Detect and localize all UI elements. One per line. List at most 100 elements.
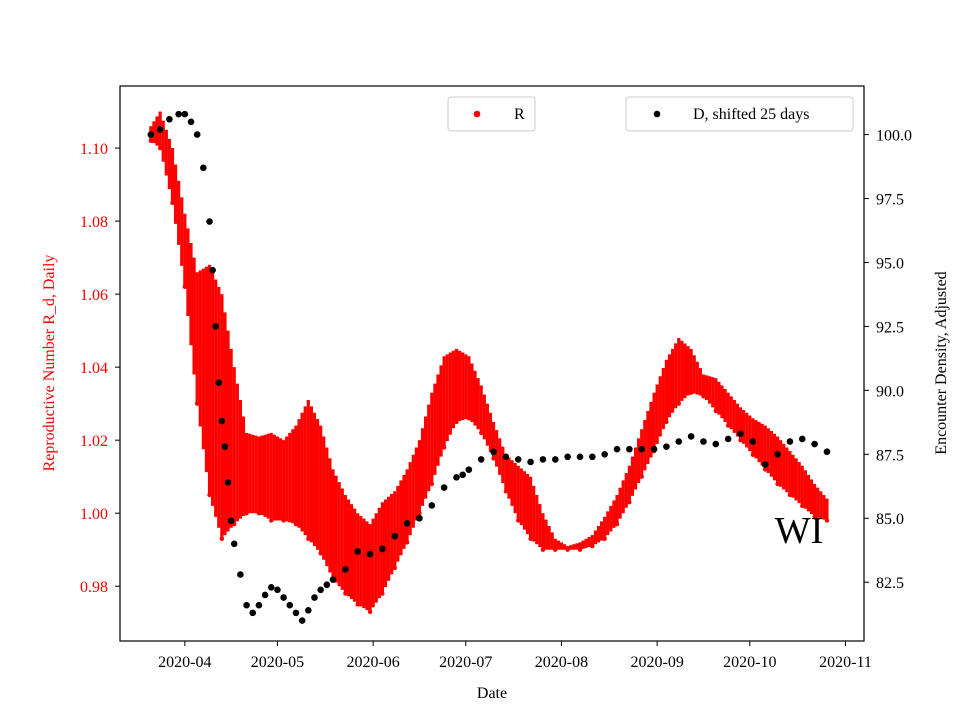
d-point	[329, 576, 337, 583]
r-point	[148, 138, 154, 143]
left-y-axis: 0.98 1.00 1.02 1.04 1.06 1.08 1.10	[80, 141, 120, 596]
state-annotation: WI	[775, 510, 824, 552]
d-point	[274, 586, 281, 594]
d-point	[379, 545, 386, 553]
d-point	[724, 435, 732, 443]
r-point	[503, 489, 509, 494]
left-y-tick-label: 0.98	[80, 579, 108, 596]
d-point	[490, 448, 497, 456]
d-series	[147, 110, 831, 624]
d-point	[147, 131, 155, 138]
x-tick-label: 2020-04	[158, 654, 211, 671]
r-series	[148, 111, 830, 614]
d-point	[428, 502, 436, 509]
x-tick-label: 2020-10	[723, 654, 776, 671]
r-point	[614, 521, 620, 527]
left-y-tick-label: 1.08	[80, 214, 108, 231]
d-point	[638, 445, 646, 453]
d-point	[687, 433, 695, 440]
d-point	[551, 456, 559, 463]
d-point	[342, 566, 349, 573]
r-point	[157, 145, 163, 151]
r-point	[676, 401, 681, 406]
d-point	[663, 443, 670, 450]
d-point	[366, 550, 374, 558]
r-point	[256, 511, 262, 516]
d-point	[576, 453, 584, 461]
right-y-axis: 82.5 85.0 87.5 90.0 92.5 95.0 97.5 100.0	[864, 128, 912, 592]
r-point	[367, 609, 373, 614]
r-point	[725, 423, 731, 428]
r-point	[293, 521, 299, 527]
r-point	[380, 591, 385, 596]
r-point	[244, 511, 249, 516]
d-point	[305, 607, 312, 614]
r-point	[800, 503, 805, 509]
r-point	[306, 536, 311, 541]
r-point	[577, 547, 583, 552]
right-y-tick-label: 100.0	[876, 128, 912, 145]
r-point	[182, 284, 188, 290]
r-point	[392, 565, 397, 571]
d-point	[224, 479, 232, 486]
d-point	[354, 548, 362, 555]
x-tick-label: 2020-08	[535, 654, 588, 671]
d-point	[737, 430, 744, 438]
right-y-tick-label: 95.0	[876, 255, 904, 272]
r-point	[404, 540, 410, 545]
d-point	[539, 456, 547, 463]
d-point	[811, 440, 818, 448]
x-tick-label: 2020-11	[819, 654, 872, 671]
d-point	[403, 520, 411, 527]
d-point	[700, 438, 707, 445]
d-point	[465, 466, 473, 473]
d-point	[440, 484, 448, 491]
r-point	[602, 536, 607, 541]
d-point	[786, 438, 794, 445]
r-point	[528, 536, 533, 541]
x-tick-label: 2020-09	[630, 654, 683, 671]
r-point	[429, 481, 435, 487]
d-point	[156, 126, 164, 133]
r-point	[355, 602, 360, 607]
d-point	[650, 445, 658, 453]
legend-d: D, shifted 25 days	[625, 96, 854, 132]
r-point	[738, 437, 743, 443]
r-point	[491, 456, 496, 461]
left-y-axis-label: Reproductive Number R_d, Daily	[41, 255, 58, 472]
d-point	[181, 110, 189, 118]
r-point	[627, 500, 632, 505]
d-point	[237, 571, 244, 578]
r-point	[466, 416, 472, 421]
legend-r-box	[447, 96, 536, 132]
r-point	[750, 452, 756, 457]
d-point	[206, 218, 213, 225]
x-axis: 2020-04 2020-05 2020-06 2020-07 2020-08 2020-…	[158, 641, 872, 671]
x-tick-label: 2020-05	[251, 654, 304, 671]
legend-d-box	[625, 96, 854, 132]
d-point	[267, 583, 275, 591]
r-point	[441, 445, 447, 450]
d-point	[200, 164, 207, 172]
d-point	[212, 323, 220, 330]
r-point	[824, 518, 830, 523]
x-tick-label: 2020-06	[346, 654, 399, 671]
d-point	[280, 594, 287, 601]
x-tick-label: 2020-07	[439, 654, 492, 671]
right-y-tick-label: 97.5	[876, 192, 904, 209]
d-point	[255, 601, 263, 609]
legend-r-marker	[473, 110, 481, 118]
d-point	[249, 609, 257, 617]
d-point	[175, 110, 182, 118]
d-point	[243, 601, 250, 609]
d-point	[187, 118, 195, 126]
x-axis-label: Date	[477, 685, 507, 702]
r-point	[565, 547, 570, 552]
r-point	[194, 401, 200, 406]
d-point	[675, 438, 683, 445]
d-point	[317, 586, 324, 594]
d-point	[416, 514, 423, 522]
legend-r-label: R	[514, 106, 525, 123]
left-y-tick-label: 1.10	[80, 141, 108, 158]
legend-r: R	[447, 96, 536, 132]
